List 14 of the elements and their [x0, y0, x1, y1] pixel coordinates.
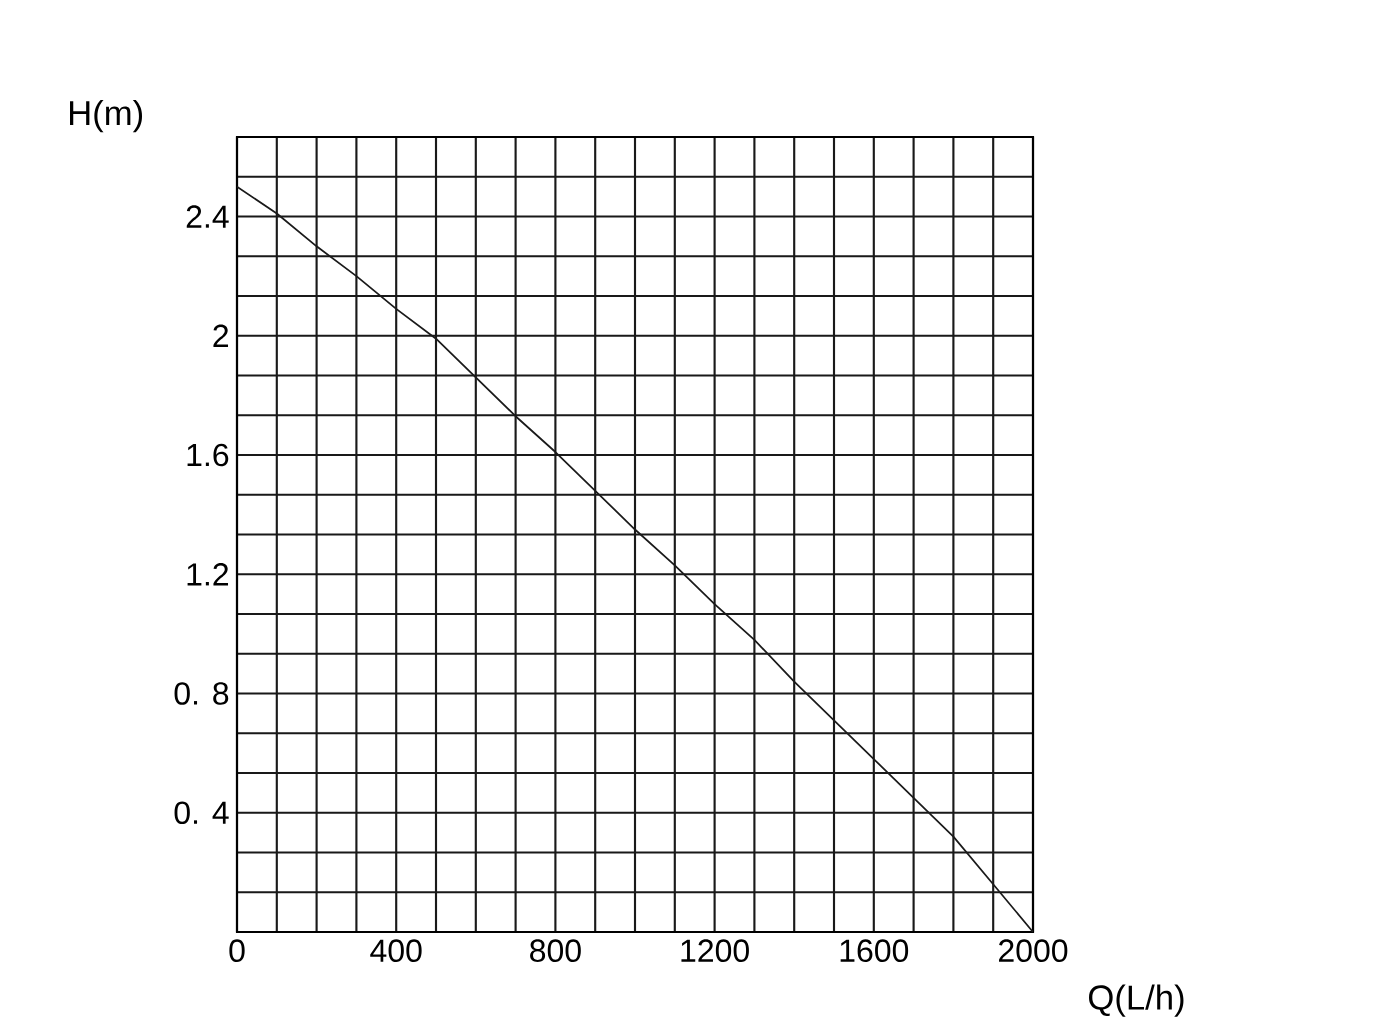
- y-axis-title: H(m): [70, 99, 143, 133]
- y-tick-label: 2: [213, 324, 229, 347]
- x-tick-label: 400: [370, 939, 422, 963]
- y-tick-label: 1.6: [187, 443, 229, 467]
- y-tick-label: 0. 4: [174, 801, 229, 825]
- x-tick-label: 1600: [840, 939, 909, 963]
- x-tick-label: 2000: [999, 939, 1068, 963]
- x-axis-title: Q(L/h): [1089, 984, 1184, 1017]
- x-tick-label: 0: [229, 939, 245, 963]
- x-tick-label: 800: [530, 939, 581, 963]
- y-tick-label: 1.2: [187, 563, 229, 586]
- y-tick-label: 0. 8: [174, 682, 229, 705]
- x-tick-label: 1200: [681, 939, 749, 963]
- y-tick-label: 2.4: [186, 205, 229, 228]
